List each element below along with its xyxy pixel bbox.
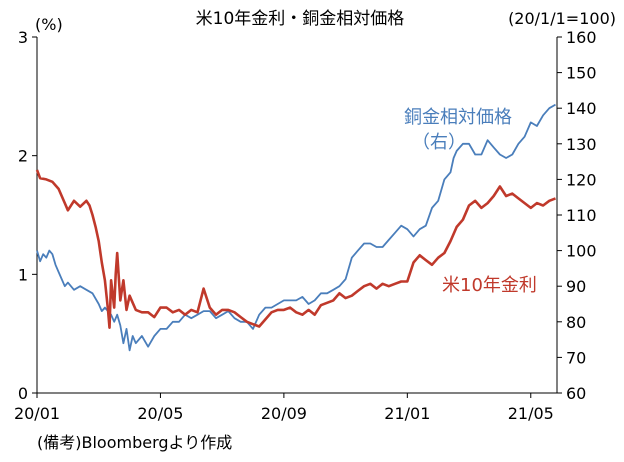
- left-axis-unit: (%): [35, 15, 63, 34]
- right-tick-label: 80: [566, 313, 586, 332]
- series-layer: [35, 103, 556, 352]
- left-tick-label: 3: [18, 28, 28, 47]
- right-tick-label: 150: [566, 64, 597, 83]
- x-tick-label: 20/05: [137, 404, 183, 423]
- right-tick-label: 70: [566, 348, 586, 367]
- right-axis-ticks: 60 70 80 90 100 110 120 130 140 150 160: [557, 28, 597, 403]
- series-line-copper-gold: [36, 103, 556, 352]
- left-axis-ticks: 0 1 2 3: [18, 28, 37, 403]
- series-line-yield: [35, 169, 556, 330]
- x-tick-label: 21/01: [384, 404, 430, 423]
- right-axis-note: (20/1/1=100): [508, 9, 616, 28]
- right-tick-label: 100: [566, 242, 597, 261]
- left-tick-label: 1: [18, 265, 28, 284]
- x-tick-label: 21/05: [508, 404, 554, 423]
- source-note: (備考)Bloombergより作成: [37, 433, 232, 452]
- plot-frame: [36, 37, 558, 394]
- right-tick-label: 160: [566, 28, 597, 47]
- right-tick-label: 120: [566, 170, 597, 189]
- copper-gold-label: 銅金相対価格: [404, 107, 512, 128]
- left-tick-label: 2: [18, 147, 28, 166]
- yield-label: 米10年金利: [442, 275, 537, 296]
- right-tick-label: 90: [566, 277, 586, 296]
- x-axis-ticks: 20/01 20/05 20/09 21/01 21/05: [14, 393, 554, 423]
- copper-gold-axis-note: （右）: [412, 132, 466, 153]
- left-tick-label: 0: [18, 384, 28, 403]
- chart-title: 米10年金利・銅金相対価格: [196, 9, 405, 29]
- x-tick-label: 20/01: [14, 404, 60, 423]
- x-tick-label: 20/09: [261, 404, 307, 423]
- right-tick-label: 130: [566, 135, 597, 154]
- right-tick-label: 60: [566, 384, 586, 403]
- right-tick-label: 140: [566, 99, 597, 118]
- right-tick-label: 110: [566, 206, 597, 225]
